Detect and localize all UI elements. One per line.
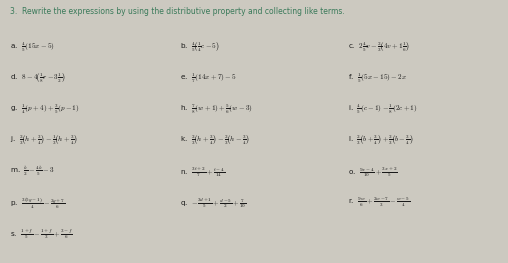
- Text: p.  $\frac{3(5g-1)}{4}-\frac{2g+7}{6}$: p. $\frac{3(5g-1)}{4}-\frac{2g+7}{6}$: [10, 196, 66, 211]
- Text: j.  $\frac{2}{3}\!\left(h+\frac{3}{4}\right)-\frac{1}{3}\!\left(h+\frac{3}{4}\ri: j. $\frac{2}{3}\!\left(h+\frac{3}{4}\rig…: [10, 134, 78, 147]
- Text: f.  $\frac{1}{5}(5x-15)-2x$: f. $\frac{1}{5}(5x-15)-2x$: [348, 72, 407, 85]
- Text: q.  $-\frac{3d+1}{5}+\frac{d-5}{2}+\frac{7}{10}$: q. $-\frac{3d+1}{5}+\frac{d-5}{2}+\frac{…: [180, 196, 247, 210]
- Text: c.  $2\frac{4}{5}v-\frac{2}{3}\!\left(4v+1\frac{1}{6}\right)$: c. $2\frac{4}{5}v-\frac{2}{3}\!\left(4v+…: [348, 41, 410, 54]
- Text: h.  $\frac{7}{8}(w+1)+\frac{5}{6}(w-3)$: h. $\frac{7}{8}(w+1)+\frac{5}{6}(w-3)$: [180, 103, 253, 116]
- Text: k.  $\frac{2}{3}\!\left(h+\frac{3}{4}\right)-\frac{2}{3}\!\left(h-\frac{3}{4}\ri: k. $\frac{2}{3}\!\left(h+\frac{3}{4}\rig…: [180, 134, 250, 147]
- Text: o.  $\frac{9x-4}{10}+\frac{3x+2}{5}$: o. $\frac{9x-4}{10}+\frac{3x+2}{5}$: [348, 165, 398, 179]
- Text: 3.  Rewrite the expressions by using the distributive property and collecting li: 3. Rewrite the expressions by using the …: [10, 7, 345, 16]
- Text: n.  $\frac{3t+2}{7}+\frac{t-4}{14}$: n. $\frac{3t+2}{7}+\frac{t-4}{14}$: [180, 165, 226, 179]
- Text: a.  $\frac{4}{5}(15x-5)$: a. $\frac{4}{5}(15x-5)$: [10, 41, 55, 54]
- Text: e.  $\frac{1}{7}(14x+7)-5$: e. $\frac{1}{7}(14x+7)-5$: [180, 72, 237, 85]
- Text: r.  $\frac{9w}{6}+\frac{2w-7}{3}-\frac{w-5}{4}$: r. $\frac{9w}{6}+\frac{2w-7}{3}-\frac{w-…: [348, 196, 410, 209]
- Text: d.  $8-4\!\left(\frac{1}{8}r-3\frac{1}{2}\right)$: d. $8-4\!\left(\frac{1}{8}r-3\frac{1}{2}…: [10, 72, 66, 85]
- Text: s.  $\frac{1+f}{5}-\frac{1+f}{3}+\frac{3-f}{6}$: s. $\frac{1+f}{5}-\frac{1+f}{3}+\frac{3-…: [10, 227, 73, 241]
- Text: i.  $\frac{4}{5}(c-1)-\frac{1}{8}(2c+1)$: i. $\frac{4}{5}(c-1)-\frac{1}{8}(2c+1)$: [348, 103, 418, 116]
- Text: m.  $\frac{k}{2}-\frac{4k}{5}-3$: m. $\frac{k}{2}-\frac{4k}{5}-3$: [10, 165, 55, 178]
- Text: l.  $\frac{2}{3}\!\left(b+\frac{3}{4}\right)+\frac{2}{3}\!\left(b-\frac{3}{4}\ri: l. $\frac{2}{3}\!\left(b+\frac{3}{4}\rig…: [348, 134, 414, 147]
- Text: b.  $\frac{4}{5}\!\left(\frac{1}{4}c-5\right)$: b. $\frac{4}{5}\!\left(\frac{1}{4}c-5\ri…: [180, 41, 220, 54]
- Text: g.  $\frac{1}{4}(p+4)+\frac{3}{5}(p-1)$: g. $\frac{1}{4}(p+4)+\frac{3}{5}(p-1)$: [10, 103, 80, 116]
